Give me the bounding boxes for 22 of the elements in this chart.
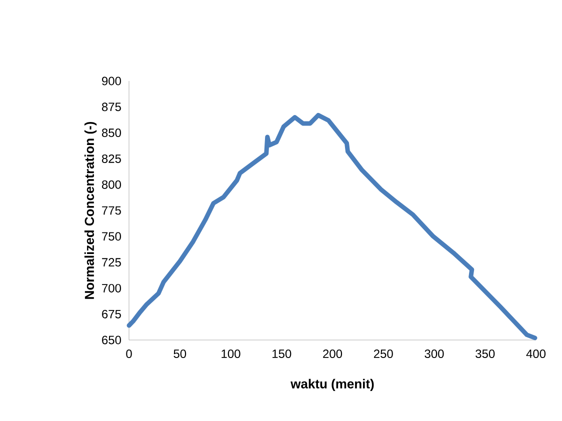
x-tick-label: 200 bbox=[323, 350, 342, 358]
y-tick-label: 775 bbox=[102, 206, 121, 215]
y-tick-label: 850 bbox=[102, 128, 121, 138]
y-tick-label: 725 bbox=[102, 258, 121, 267]
x-tick-label: 50 bbox=[174, 350, 186, 358]
y-tick-label: 875 bbox=[102, 102, 121, 112]
y-tick-label: 700 bbox=[102, 284, 121, 292]
x-tick-label: 150 bbox=[272, 350, 292, 358]
y-tick-label: 750 bbox=[102, 232, 121, 241]
x-tick-label: 400 bbox=[526, 350, 546, 358]
x-axis-title: waktu (menit) bbox=[290, 378, 374, 392]
y-tick-label: 800 bbox=[102, 180, 121, 189]
x-tick-label: 250 bbox=[374, 350, 393, 358]
y-tick-label: 650 bbox=[102, 336, 121, 344]
x-tick-label: 100 bbox=[222, 350, 240, 358]
x-tick-label: 300 bbox=[424, 350, 444, 358]
y-tick-label: 900 bbox=[102, 76, 121, 86]
y-tick-label: 825 bbox=[102, 154, 121, 163]
y-axis-title: Normalized Concentration (-) bbox=[84, 122, 97, 299]
y-tick-label: 675 bbox=[102, 310, 121, 318]
x-tick-label: 0 bbox=[126, 350, 132, 358]
x-tick-label: 350 bbox=[476, 350, 495, 358]
